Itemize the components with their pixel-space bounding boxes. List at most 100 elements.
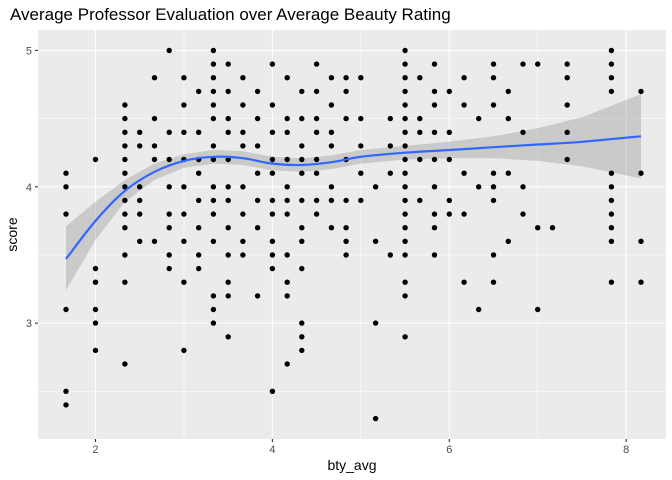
data-point bbox=[402, 197, 408, 204]
data-point bbox=[63, 184, 69, 190]
data-point bbox=[122, 170, 128, 176]
data-point bbox=[387, 115, 393, 122]
x-tick-label: 2 bbox=[92, 444, 98, 456]
data-point bbox=[520, 211, 526, 217]
data-point bbox=[328, 197, 335, 204]
data-point bbox=[638, 88, 644, 95]
data-point bbox=[328, 143, 335, 149]
data-point bbox=[122, 115, 128, 122]
data-point bbox=[225, 225, 231, 231]
data-point bbox=[313, 88, 320, 95]
data-point bbox=[313, 211, 320, 217]
data-point bbox=[343, 252, 349, 258]
y-tick-label: 3 bbox=[26, 318, 32, 330]
data-point bbox=[387, 252, 393, 258]
data-point bbox=[137, 197, 143, 204]
data-point bbox=[431, 61, 438, 67]
data-point bbox=[402, 225, 408, 231]
data-point bbox=[358, 197, 364, 204]
plot-panel bbox=[38, 30, 666, 439]
data-point bbox=[63, 402, 69, 408]
data-point bbox=[328, 129, 335, 135]
data-point bbox=[299, 225, 305, 231]
data-point bbox=[402, 238, 408, 244]
data-point bbox=[564, 156, 570, 163]
data-point bbox=[372, 238, 379, 244]
data-point bbox=[284, 129, 290, 135]
data-point bbox=[196, 129, 202, 135]
smooth-line bbox=[65, 135, 642, 260]
data-point bbox=[225, 184, 231, 190]
data-point bbox=[402, 334, 408, 340]
data-point bbox=[122, 361, 128, 367]
data-point bbox=[122, 197, 128, 204]
data-point bbox=[372, 415, 379, 422]
data-point bbox=[417, 129, 423, 135]
data-point bbox=[564, 61, 570, 67]
data-point bbox=[151, 115, 158, 122]
data-point bbox=[254, 143, 261, 149]
data-point bbox=[446, 129, 452, 135]
data-point bbox=[284, 184, 290, 190]
data-point bbox=[372, 184, 379, 190]
data-point bbox=[402, 156, 408, 163]
data-point bbox=[299, 115, 305, 122]
data-point bbox=[151, 238, 158, 244]
y-tick-label: 4 bbox=[26, 182, 32, 194]
data-point bbox=[490, 170, 497, 176]
data-point bbox=[549, 225, 556, 231]
data-point bbox=[490, 197, 497, 204]
data-point bbox=[210, 115, 217, 122]
data-point bbox=[166, 129, 172, 135]
data-point bbox=[476, 115, 482, 122]
data-point bbox=[166, 265, 172, 272]
x-tick-label: 6 bbox=[446, 444, 452, 456]
data-point bbox=[490, 61, 497, 67]
data-point bbox=[299, 170, 305, 176]
data-point bbox=[92, 320, 99, 326]
data-point bbox=[608, 47, 615, 54]
data-point bbox=[417, 75, 423, 81]
data-point bbox=[417, 115, 423, 122]
data-point bbox=[122, 252, 128, 258]
data-point bbox=[151, 156, 158, 163]
data-point bbox=[446, 156, 452, 163]
data-point bbox=[343, 238, 349, 244]
data-point bbox=[210, 47, 217, 54]
data-point bbox=[520, 129, 526, 135]
data-point bbox=[402, 129, 408, 135]
data-point bbox=[122, 156, 128, 163]
data-point bbox=[299, 238, 305, 244]
data-point bbox=[313, 129, 320, 135]
data-point bbox=[210, 197, 217, 204]
data-point bbox=[166, 252, 172, 258]
data-point bbox=[210, 143, 217, 149]
data-point bbox=[387, 170, 393, 176]
data-point bbox=[269, 211, 276, 217]
data-point bbox=[608, 211, 615, 217]
data-point bbox=[461, 170, 467, 176]
axes: 2 4 6 8 3 4 5 bty_avg score bbox=[4, 45, 629, 473]
data-point bbox=[299, 88, 305, 95]
data-point bbox=[225, 156, 231, 163]
data-point bbox=[122, 225, 128, 231]
data-point bbox=[564, 75, 570, 81]
data-point bbox=[181, 279, 187, 285]
data-point bbox=[313, 170, 320, 176]
data-point bbox=[122, 102, 128, 108]
data-point bbox=[505, 115, 511, 122]
data-point bbox=[402, 143, 408, 149]
data-point bbox=[328, 75, 335, 81]
data-point bbox=[240, 129, 246, 135]
data-point bbox=[520, 61, 526, 67]
data-point bbox=[328, 102, 335, 108]
data-point bbox=[210, 61, 217, 67]
data-point bbox=[431, 129, 438, 135]
data-point bbox=[92, 347, 99, 354]
data-point bbox=[299, 334, 305, 340]
data-point bbox=[254, 115, 261, 122]
data-point bbox=[284, 75, 290, 81]
data-point bbox=[181, 238, 187, 244]
data-point bbox=[343, 75, 349, 81]
data-point bbox=[63, 170, 69, 176]
